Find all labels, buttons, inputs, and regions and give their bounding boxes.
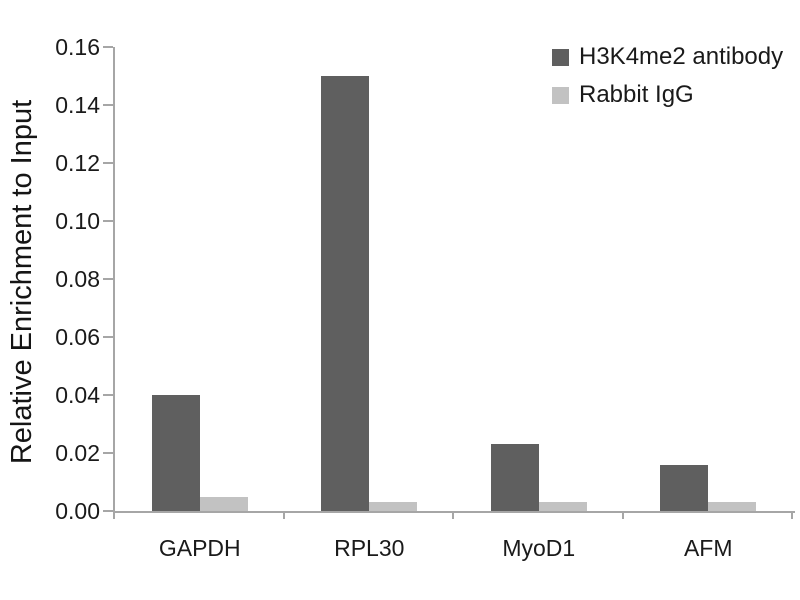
- x-category-label-afm: AFM: [683, 535, 733, 561]
- bar-h3k4me2-antibody-myod1: [490, 444, 539, 511]
- x-tick-mark: [621, 511, 624, 519]
- x-tick-mark: [452, 511, 454, 519]
- y-tick-label-0.14: 0.14: [55, 92, 100, 118]
- y-tick-label-0.08: 0.08: [55, 266, 100, 292]
- bar-h3k4me2-antibody-afm: [660, 464, 709, 511]
- y-tick-label-0.06: 0.06: [55, 324, 100, 350]
- legend-swatch-icon: [552, 48, 569, 66]
- bar-rabbit-igg-afm: [708, 502, 757, 511]
- y-tick-mark: [103, 162, 113, 164]
- legend-label: Rabbit IgG: [579, 81, 694, 108]
- x-axis-line: [113, 511, 795, 513]
- x-tick-mark: [282, 511, 285, 519]
- bar-rabbit-igg-gapdh: [199, 496, 248, 511]
- x-category-label-rpl30: RPL30: [334, 535, 405, 561]
- x-category-label-gapdh: GAPDH: [158, 535, 241, 561]
- y-tick-mark: [103, 104, 113, 106]
- legend-item-rabbit-igg: Rabbit IgG: [552, 81, 694, 108]
- bar-rabbit-igg-myod1: [538, 502, 587, 511]
- y-tick-label-0.02: 0.02: [55, 440, 100, 466]
- y-tick-mark: [103, 510, 113, 512]
- bar-rabbit-igg-rpl30: [369, 502, 418, 511]
- y-tick-label-0.12: 0.12: [55, 150, 100, 176]
- y-tick-mark: [103, 46, 113, 48]
- bar-h3k4me2-antibody-rpl30: [321, 76, 370, 511]
- y-tick-label-0.16: 0.16: [55, 34, 100, 60]
- x-tick-mark: [113, 511, 115, 519]
- x-category-label-myod1: MyoD1: [502, 535, 576, 561]
- y-tick-label-0.10: 0.10: [55, 208, 100, 234]
- y-axis-line: [113, 47, 115, 513]
- y-tick-mark: [103, 278, 113, 280]
- bar-h3k4me2-antibody-gapdh: [151, 395, 200, 511]
- y-tick-label-0.04: 0.04: [55, 382, 100, 408]
- y-tick-mark: [103, 452, 113, 454]
- y-tick-label-0.00: 0.00: [55, 498, 100, 524]
- legend-label: H3K4me2 antibody: [579, 43, 784, 70]
- legend-item-h3k4me2-antibody: H3K4me2 antibody: [552, 43, 784, 70]
- y-tick-mark: [103, 220, 113, 222]
- legend-swatch-icon: [552, 86, 569, 104]
- y-tick-mark: [103, 394, 113, 396]
- x-tick-mark: [791, 511, 793, 519]
- y-tick-mark: [103, 336, 113, 338]
